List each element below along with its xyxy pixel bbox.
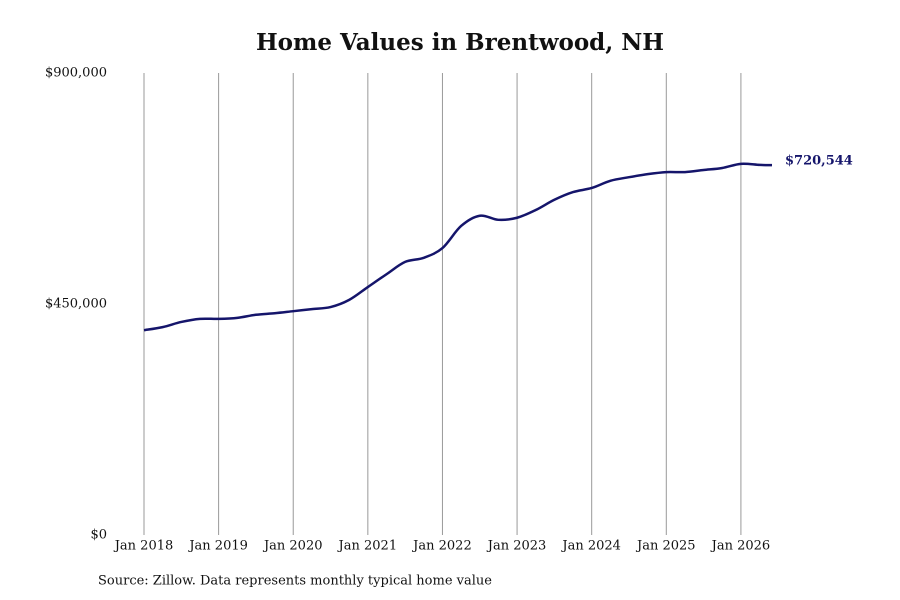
chart-title: Home Values in Brentwood, NH [256,29,664,56]
y-tick-label: $0 [90,528,107,543]
end-value-label: $720,544 [785,154,853,169]
x-tick-label: Jan 2023 [486,539,547,554]
x-tick-label: Jan 2026 [710,539,771,554]
x-tick-label: Jan 2025 [635,539,696,554]
x-tick-label: Jan 2022 [411,539,472,554]
x-tick-label: Jan 2018 [113,539,174,554]
source-note: Source: Zillow. Data represents monthly … [98,574,492,589]
y-tick-label: $450,000 [45,297,107,312]
x-tick-label: Jan 2021 [337,539,398,554]
x-tick-label: Jan 2024 [560,539,621,554]
value-line [143,162,773,332]
x-tick-label: Jan 2019 [187,539,248,554]
y-tick-label: $900,000 [45,66,107,81]
x-tick-label: Jan 2020 [262,539,323,554]
